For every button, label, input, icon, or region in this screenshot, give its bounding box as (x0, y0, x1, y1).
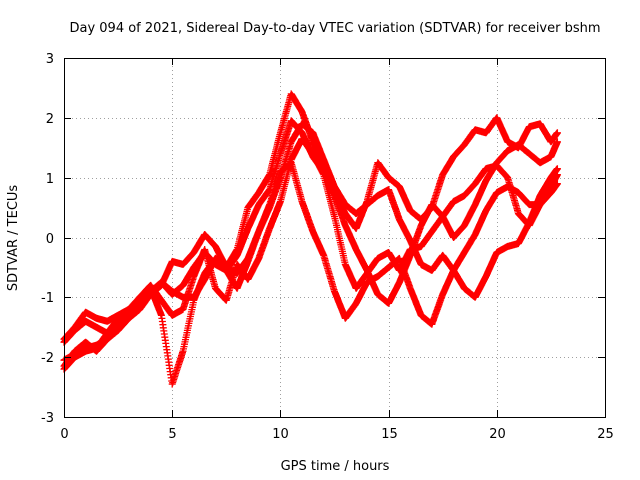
y-tick-label: -3 (41, 411, 54, 426)
x-tick-label: 10 (272, 427, 289, 442)
y-tick-label: 3 (46, 52, 54, 67)
x-axis-label: GPS time / hours (281, 459, 390, 474)
y-tick-label: 2 (46, 112, 54, 127)
data-marks (60, 90, 561, 388)
chart-title: Day 094 of 2021, Sidereal Day-to-day VTE… (69, 21, 600, 36)
x-tick-label: 20 (489, 427, 506, 442)
y-tick-label: -2 (41, 351, 54, 366)
x-tick-label: 15 (381, 427, 398, 442)
x-tick-label: 0 (60, 427, 68, 442)
y-tick-label: 1 (46, 172, 54, 187)
y-tick-label: 0 (46, 232, 54, 247)
x-tick-label: 5 (168, 427, 176, 442)
y-tick-label: -1 (41, 291, 54, 306)
y-axis-label: SDTVAR / TECUs (6, 185, 21, 292)
x-tick-label: 25 (597, 427, 614, 442)
axis-ticks: 0 5 10 15 20 25 -3 -2 -1 0 1 2 3 (41, 52, 614, 442)
